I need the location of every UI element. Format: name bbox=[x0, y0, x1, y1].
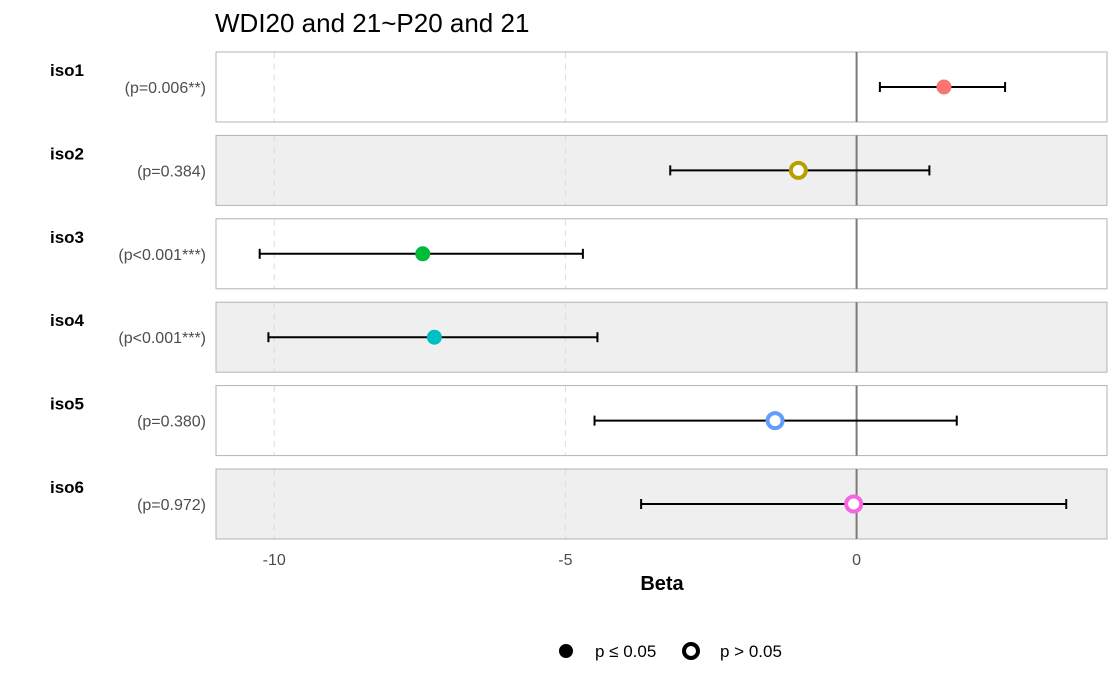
point-estimate bbox=[415, 246, 431, 262]
x-tick-label: -10 bbox=[263, 552, 286, 569]
p-value-label: (p=0.380) bbox=[137, 414, 206, 431]
point-estimate bbox=[765, 411, 785, 431]
p-value-label: (p=0.972) bbox=[137, 497, 206, 514]
legend-label: p ≤ 0.05 bbox=[595, 642, 656, 661]
x-tick-label: 0 bbox=[852, 552, 861, 569]
forest-row-iso2: iso2 (p=0.384) bbox=[50, 134, 1108, 206]
row-label: iso5 bbox=[50, 395, 84, 414]
legend-item: p > 0.05 bbox=[682, 642, 782, 661]
point-estimate bbox=[936, 79, 952, 95]
row-label: iso3 bbox=[50, 228, 84, 247]
legend-label: p > 0.05 bbox=[720, 642, 782, 661]
panel-group: iso1 (p=0.006**) iso2 (p=0.384) iso3 (p<0.001… bbox=[50, 51, 1108, 540]
legend-open-circle-icon bbox=[682, 642, 700, 660]
legend-filled-circle-icon bbox=[559, 644, 573, 658]
row-label: iso1 bbox=[50, 61, 84, 80]
x-axis-title: Beta bbox=[640, 573, 684, 595]
legend-item: p ≤ 0.05 bbox=[559, 642, 656, 661]
point-estimate bbox=[788, 160, 808, 180]
panel-background bbox=[215, 134, 1108, 206]
forest-row-iso1: iso1 (p=0.006**) bbox=[50, 51, 1108, 123]
row-label: iso6 bbox=[50, 478, 84, 497]
chart-title: WDI20 and 21~P20 and 21 bbox=[215, 8, 529, 38]
point-estimate bbox=[844, 494, 864, 514]
p-value-label: (p=0.006**) bbox=[125, 80, 206, 97]
row-label: iso4 bbox=[50, 311, 85, 330]
forest-row-iso6: iso6 (p=0.972) bbox=[50, 468, 1108, 540]
x-tick-label: -5 bbox=[558, 552, 572, 569]
x-axis: -10 -5 0 bbox=[263, 552, 861, 569]
forest-row-iso3: iso3 (p<0.001***) bbox=[50, 218, 1108, 290]
p-value-label: (p<0.001***) bbox=[118, 330, 206, 347]
legend: p ≤ 0.05 p > 0.05 bbox=[559, 642, 782, 661]
forest-row-iso4: iso4 (p<0.001***) bbox=[50, 301, 1108, 373]
row-label: iso2 bbox=[50, 144, 84, 163]
p-value-label: (p=0.384) bbox=[137, 163, 206, 180]
point-estimate bbox=[426, 329, 442, 345]
p-value-label: (p<0.001***) bbox=[118, 247, 206, 264]
forest-row-iso5: iso5 (p=0.380) bbox=[50, 385, 1108, 457]
